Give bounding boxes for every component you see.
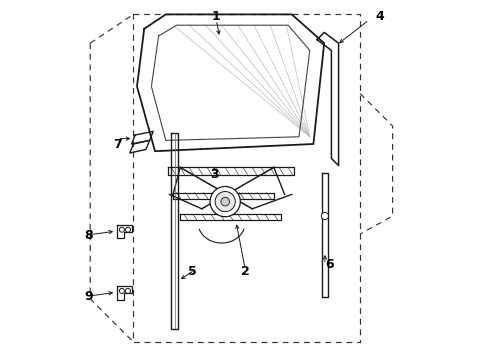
Circle shape <box>125 288 130 293</box>
Circle shape <box>321 212 328 220</box>
Circle shape <box>120 288 124 293</box>
Text: 2: 2 <box>241 265 249 278</box>
Text: 5: 5 <box>189 265 197 278</box>
Text: 4: 4 <box>376 10 384 23</box>
Circle shape <box>221 197 229 206</box>
Circle shape <box>125 227 130 232</box>
Text: 6: 6 <box>325 258 334 271</box>
Text: 3: 3 <box>210 168 219 181</box>
Circle shape <box>120 227 124 232</box>
Circle shape <box>215 192 235 212</box>
Text: 1: 1 <box>212 10 220 23</box>
Text: 9: 9 <box>84 291 93 303</box>
Text: 8: 8 <box>84 229 93 242</box>
Text: 7: 7 <box>113 138 122 150</box>
Circle shape <box>210 186 240 217</box>
